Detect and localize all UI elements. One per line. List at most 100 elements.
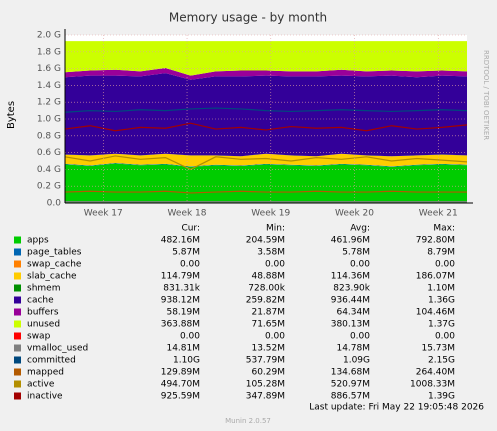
stats-value: 1.10M	[427, 284, 455, 294]
y-tick-label: 2.0 G	[37, 31, 61, 41]
stats-value: 1.39G	[428, 392, 455, 402]
stats-value: 831.31k	[163, 284, 200, 294]
stats-header: Cur:	[181, 224, 200, 234]
stats-value: 925.59M	[161, 392, 200, 402]
chart-title: Memory usage - by month	[169, 11, 327, 25]
stats-value: 5.87M	[172, 248, 200, 258]
stats-value: 0.00	[180, 332, 200, 342]
stats-value: 259.82M	[246, 296, 285, 306]
stats-value: 58.19M	[166, 308, 200, 318]
stats-value: 792.80M	[416, 236, 455, 246]
stats-header: Min:	[266, 224, 285, 234]
stats-value: 264.40M	[416, 368, 455, 378]
legend-label: swap	[27, 332, 51, 342]
stats-value: 1.37G	[428, 320, 455, 330]
y-tick-label: 0.4 G	[37, 165, 61, 175]
legend-swatch	[14, 296, 21, 304]
stats-value: 0.00	[265, 260, 285, 270]
stats-header: Avg:	[350, 224, 370, 234]
stats-value: 347.89M	[246, 392, 285, 402]
stats-value: 134.68M	[331, 368, 370, 378]
legend-swatch	[14, 272, 21, 280]
legend-label: committed	[27, 356, 76, 366]
stats-value: 21.87M	[251, 308, 285, 318]
x-tick-label: Week 17	[84, 209, 123, 219]
stats-value: 0.00	[435, 260, 455, 270]
x-tick-label: Week 21	[419, 209, 458, 219]
x-tick-label: Week 20	[335, 209, 374, 219]
y-tick-label: 0.0	[47, 199, 62, 209]
stats-value: 114.79M	[161, 272, 200, 282]
stats-value: 186.07M	[416, 272, 455, 282]
stats-value: 938.12M	[161, 296, 200, 306]
stats-value: 728.00k	[248, 284, 285, 294]
stats-value: 823.90k	[333, 284, 370, 294]
y-tick-label: 1.2 G	[37, 98, 61, 108]
legend-label: inactive	[27, 392, 63, 402]
y-tick-label: 1.6 G	[37, 64, 61, 74]
line	[64, 107, 468, 113]
legend-swatch	[14, 248, 21, 256]
x-tick-label: Week 18	[168, 209, 207, 219]
stats-value: 114.36M	[331, 272, 370, 282]
stats-value: 14.81M	[166, 344, 200, 354]
legend-label: swap_cache	[27, 260, 82, 270]
stats-value: 2.15G	[428, 356, 455, 366]
y-tick-label: 1.0 G	[37, 115, 61, 125]
stats-value: 13.52M	[251, 344, 285, 354]
stats-value: 936.44M	[331, 296, 370, 306]
stats-value: 482.16M	[161, 236, 200, 246]
stats-value: 129.89M	[161, 368, 200, 378]
stacked-area	[65, 163, 467, 167]
stats-value: 5.78M	[342, 248, 370, 258]
stats-value: 14.78M	[336, 344, 370, 354]
legend-label: apps	[27, 236, 49, 246]
stats-value: 3.58M	[257, 248, 285, 258]
stats-value: 48.88M	[251, 272, 285, 282]
x-tick-label: Week 19	[251, 209, 290, 219]
stats-value: 380.13M	[331, 320, 370, 330]
line	[64, 190, 467, 194]
stats-value: 0.00	[435, 332, 455, 342]
footer: Munin 2.0.57	[225, 417, 271, 425]
legend-label: shmem	[27, 284, 60, 294]
line	[64, 155, 468, 171]
y-tick-label: 0.2 G	[37, 182, 61, 192]
stats-value: 60.29M	[251, 368, 285, 378]
line	[64, 122, 468, 132]
stats-header: Max:	[433, 224, 455, 234]
y-tick-label: 1.8 G	[37, 47, 61, 57]
legend-swatch	[14, 236, 21, 244]
legend-label: active	[27, 380, 55, 390]
stats-value: 105.28M	[246, 380, 285, 390]
stats-value: 537.79M	[246, 356, 285, 366]
stats-value: 0.00	[265, 332, 285, 342]
stats-value: 204.59M	[246, 236, 285, 246]
stats-value: 0.00	[350, 260, 370, 270]
stats-value: 461.96M	[331, 236, 370, 246]
stats-value: 1.10G	[173, 356, 200, 366]
legend-swatch	[14, 332, 21, 340]
legend-swatch	[14, 392, 21, 400]
side-text: RRDTOOL / TOBI OETIKER	[482, 50, 490, 140]
legend-label: slab_cache	[27, 272, 77, 282]
last-update: Last update: Fri May 22 19:05:48 2026	[309, 403, 484, 413]
legend-swatch	[14, 368, 21, 376]
stats-value: 520.97M	[331, 380, 370, 390]
legend-label: unused	[27, 320, 60, 330]
stacked-area	[65, 41, 467, 76]
stacked-area	[65, 73, 467, 157]
stats-value: 494.70M	[161, 380, 200, 390]
legend-label: page_tables	[27, 248, 82, 258]
stats-value: 8.79M	[427, 248, 455, 258]
legend-swatch	[14, 284, 21, 292]
legend-swatch	[14, 320, 21, 328]
legend-label: mapped	[27, 368, 64, 378]
stacked-area	[65, 163, 467, 203]
y-tick-label: 1.4 G	[37, 81, 61, 91]
legend-swatch	[14, 344, 21, 352]
legend-label: cache	[27, 296, 54, 306]
legend-swatch	[14, 308, 21, 316]
stats-value: 104.46M	[416, 308, 455, 318]
